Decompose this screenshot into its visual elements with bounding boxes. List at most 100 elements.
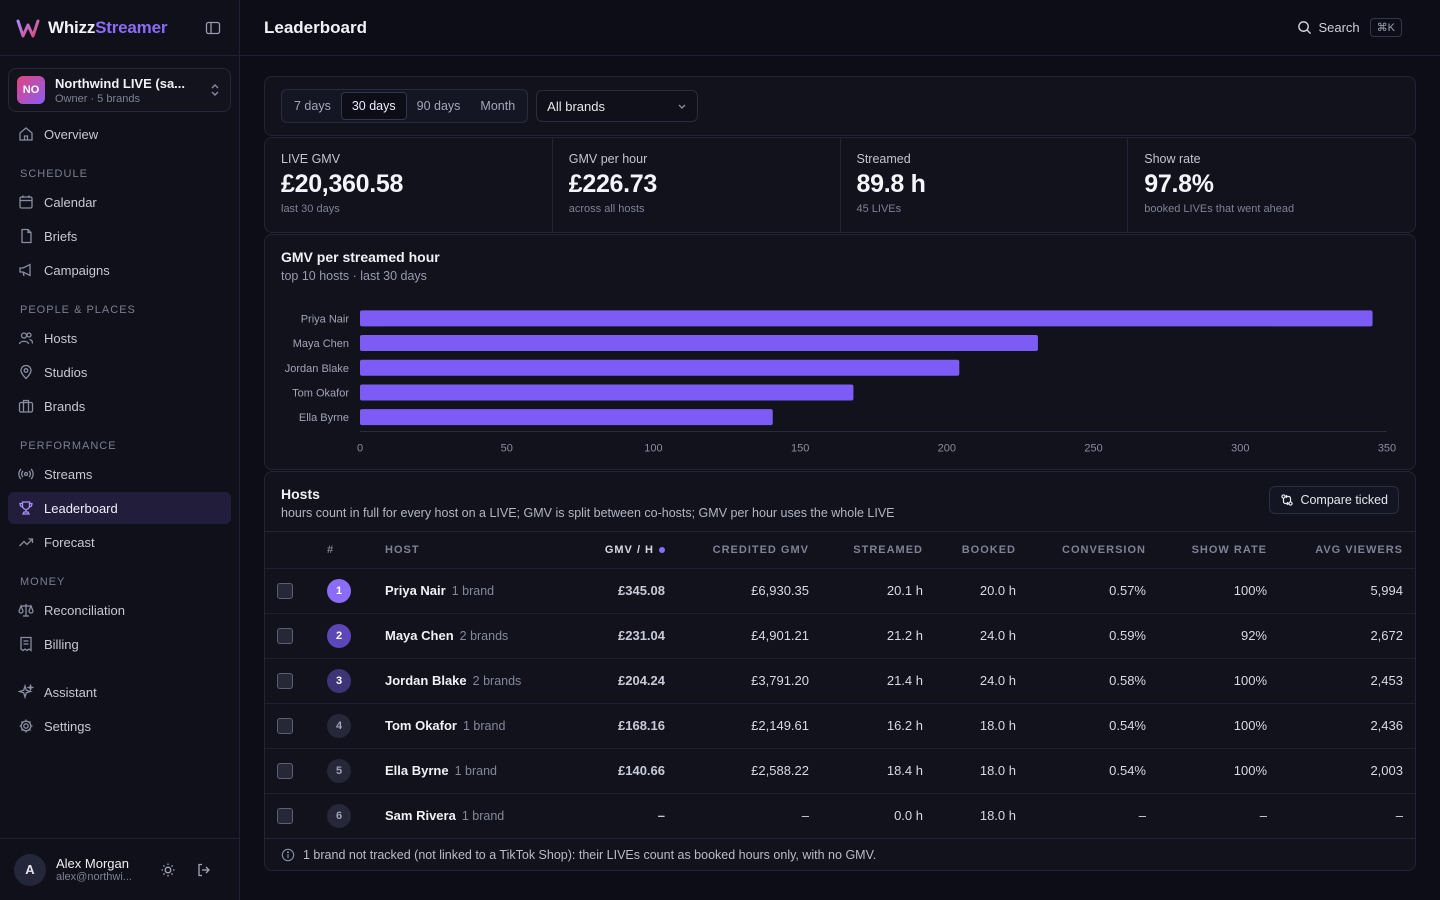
table-row[interactable]: 5 Ella Byrne 1 brand £140.66 £2,588.22 18.4 h…	[265, 747, 1415, 793]
chevron-updown-icon	[211, 84, 219, 96]
row-checkbox[interactable]	[277, 808, 293, 825]
gmv-per-hour-cell: £204.24	[573, 657, 677, 703]
compare-ticked-label: Compare ticked	[1300, 493, 1388, 507]
sidebar-item-studios[interactable]: Studios	[8, 356, 231, 388]
sidebar-item-brands[interactable]: Brands	[8, 390, 231, 422]
sidebar-item-forecast[interactable]: Forecast	[8, 526, 231, 558]
sidebar-toggle-icon[interactable]	[203, 18, 223, 38]
sidebar-item-label: Streams	[44, 466, 93, 482]
sidebar-item-billing[interactable]: Billing	[8, 628, 231, 660]
col-streamed[interactable]: STREAMED	[853, 543, 923, 556]
compare-ticked-button[interactable]: Compare ticked	[1269, 486, 1399, 514]
sparkles-icon	[18, 684, 34, 700]
booked-cell: 18.0 h	[935, 747, 1028, 793]
sidebar-item-reconciliation[interactable]: Reconciliation	[8, 594, 231, 626]
col-host[interactable]: HOST	[385, 543, 420, 556]
host-name[interactable]: Maya Chen	[385, 628, 454, 643]
user-email: alex@northwi...	[56, 871, 132, 883]
host-name[interactable]: Sam Rivera	[385, 808, 456, 824]
period-7-days[interactable]: 7 days	[294, 99, 331, 113]
x-tick-label: 250	[1084, 443, 1102, 455]
logout-icon[interactable]	[190, 856, 218, 884]
scale-icon	[18, 604, 34, 617]
period-month[interactable]: Month	[480, 99, 516, 113]
col-credited-gmv[interactable]: CREDITED GMV	[712, 543, 809, 556]
bar[interactable]	[360, 359, 960, 376]
x-tick-label: 100	[644, 443, 662, 455]
col-show-rate[interactable]: SHOW RATE	[1191, 543, 1267, 556]
sidebar-item-assistant[interactable]: Assistant	[8, 676, 231, 708]
kpi-subtitle: 45 LIVEs	[856, 203, 902, 215]
row-select-cell	[265, 657, 315, 703]
sidebar-item-briefs[interactable]: Briefs	[8, 220, 231, 252]
avatar[interactable]: A	[14, 853, 46, 886]
sidebar-item-label: Hosts	[44, 330, 78, 346]
booked-cell: 20.0 h	[935, 567, 1028, 613]
sidebar-item-calendar[interactable]: Calendar	[8, 186, 231, 218]
kpi-live-gmv: LIVE GMV £20,360.58 last 30 days	[265, 138, 553, 232]
host-name[interactable]: Tom Okafor	[385, 718, 457, 733]
row-checkbox[interactable]	[277, 672, 293, 689]
kpi-label: Show rate	[1144, 152, 1201, 166]
col-conversion[interactable]: CONVERSION	[1062, 543, 1146, 556]
bar[interactable]	[360, 335, 1038, 352]
sidebar-item-settings[interactable]: Settings	[8, 710, 231, 742]
row-checkbox[interactable]	[277, 762, 293, 779]
show-rate-cell: 100%	[1158, 567, 1279, 613]
table-header-row: # HOST GMV / H CREDITED GMV STREAMED BOO…	[265, 532, 1415, 568]
col-booked[interactable]: BOOKED	[961, 543, 1016, 556]
kpi-value: 97.8%	[1144, 170, 1214, 198]
brand-select[interactable]: All brands	[536, 90, 699, 122]
sidebar-item-leaderboard[interactable]: Leaderboard	[8, 492, 231, 524]
booked-cell: 24.0 h	[935, 657, 1028, 703]
host-brand-count: 2 brands	[459, 629, 509, 643]
col-avg-viewers[interactable]: AVG VIEWERS	[1315, 543, 1403, 556]
row-checkbox[interactable]	[277, 717, 293, 734]
bar[interactable]	[360, 310, 1373, 327]
document-icon	[21, 228, 32, 244]
sun-icon[interactable]	[154, 856, 182, 884]
sidebar-item-streams[interactable]: Streams	[8, 458, 231, 490]
host-name[interactable]: Priya Nair	[385, 583, 446, 598]
nav-section-schedule: SCHEDULE	[20, 168, 88, 180]
host-brand-count: 2 brands	[472, 674, 522, 688]
table-row[interactable]: 4 Tom Okafor 1 brand £168.16 £2,149.61 16.2 h…	[265, 702, 1415, 748]
sidebar-item-campaigns[interactable]: Campaigns	[8, 254, 231, 286]
nav-section-performance: PERFORMANCE	[20, 440, 117, 452]
row-checkbox[interactable]	[277, 582, 293, 599]
calendar-icon	[19, 195, 33, 209]
host-name[interactable]: Jordan Blake	[385, 673, 467, 688]
table-row[interactable]: 6 Sam Rivera 1 brand – –0.0 h 18.0 h – – –	[265, 792, 1415, 838]
booked-cell: 24.0 h	[935, 612, 1028, 658]
host-brand-count: 1 brand	[463, 719, 506, 733]
bar[interactable]	[360, 409, 773, 426]
chart-title: GMV per streamed hour	[281, 249, 440, 265]
col-rank[interactable]: #	[327, 543, 335, 556]
conversion-cell: 0.59%	[1028, 612, 1158, 658]
kpi-label: GMV per hour	[568, 152, 648, 166]
table-row[interactable]: 3 Jordan Blake 2 brands £204.24 £3,791.20 21.…	[265, 657, 1415, 703]
sidebar-item-overview[interactable]: Overview	[8, 118, 231, 150]
credited-gmv-cell: £4,901.21	[677, 612, 821, 658]
org-switcher[interactable]: NO Northwind LIVE (sa... Owner · 5 brand…	[8, 68, 231, 112]
host-brand-count: 1 brand	[454, 764, 497, 778]
host-name[interactable]: Ella Byrne	[385, 763, 449, 778]
row-checkbox[interactable]	[277, 627, 293, 644]
info-icon	[281, 848, 295, 862]
kpi-streamed: Streamed 89.8 h 45 LIVEs	[841, 138, 1129, 232]
table-row[interactable]: 1 Priya Nair 1 brand £345.08 £6,930.35 20.1 h…	[265, 567, 1415, 613]
compare-arrows-icon	[1281, 494, 1294, 506]
table-footnote: 1 brand not tracked (not linked to a Tik…	[265, 838, 1415, 871]
period-90-days[interactable]: 90 days	[416, 99, 461, 113]
sidebar-item-label: Brands	[44, 398, 86, 414]
search-button[interactable]: Search ⌘K	[1297, 18, 1402, 37]
sidebar-item-hosts[interactable]: Hosts	[8, 322, 231, 354]
gmv-per-hour-cell: £168.16	[573, 702, 677, 748]
col-gmv-per-hour[interactable]: GMV / H	[573, 532, 677, 568]
period-30-days[interactable]: 30 days	[340, 92, 407, 120]
table-row[interactable]: 2 Maya Chen 2 brands £231.04 £4,901.21 21.2 h…	[265, 612, 1415, 658]
kpi-gmv-per-hour: GMV per hour £226.73 across all hosts	[553, 138, 841, 232]
kpi-value: £20,360.58	[281, 170, 404, 198]
bar[interactable]	[360, 384, 854, 401]
bar-category-label: Priya Nair	[301, 313, 350, 325]
